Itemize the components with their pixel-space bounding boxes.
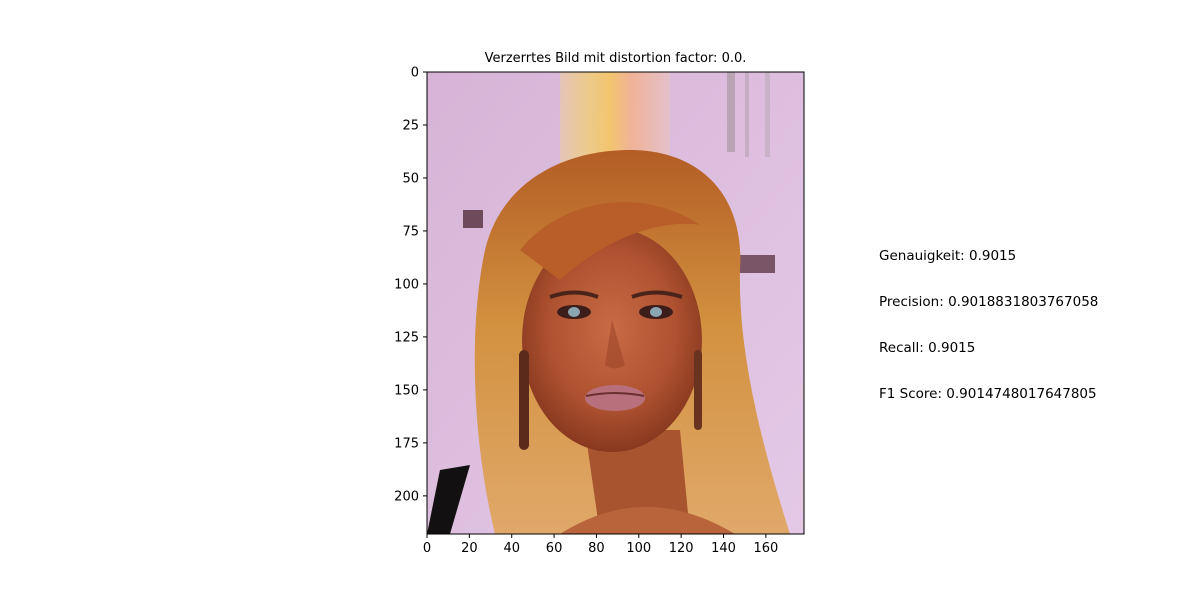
x-tick-label: 160 <box>753 541 778 556</box>
f1-score-text: F1 Score: 0.9014748017647805 <box>879 386 1097 402</box>
metrics-panel: Genauigkeit: 0.9015 Precision: 0.9018831… <box>879 248 1098 432</box>
x-tick-label: 80 <box>588 541 605 556</box>
y-tick-label: 0 <box>411 66 419 81</box>
x-tick-label: 20 <box>461 541 478 556</box>
y-tick-label: 100 <box>394 277 419 292</box>
precision-text: Precision: 0.9018831803767058 <box>879 294 1099 310</box>
y-tick-label: 25 <box>402 118 419 133</box>
x-tick-label: 140 <box>711 541 736 556</box>
x-tick-label: 120 <box>669 541 694 556</box>
x-tick-label: 0 <box>423 541 431 556</box>
y-tick-label: 150 <box>394 383 419 398</box>
x-axis: 0 20 40 60 80 100 120 140 160 <box>423 534 778 556</box>
photo-image <box>427 72 804 534</box>
accuracy-text: Genauigkeit: 0.9015 <box>879 248 1017 264</box>
x-tick-label: 40 <box>503 541 520 556</box>
y-tick-label: 200 <box>394 489 419 504</box>
chart-title: Verzerrtes Bild mit distortion factor: 0… <box>484 51 747 66</box>
x-tick-label: 100 <box>626 541 651 556</box>
recall-text: Recall: 0.9015 <box>879 340 976 356</box>
x-tick-label: 60 <box>546 541 563 556</box>
y-tick-label: 50 <box>402 171 419 186</box>
y-tick-label: 175 <box>394 436 419 451</box>
y-axis: 0 25 50 75 100 125 150 175 200 <box>394 66 427 504</box>
y-tick-label: 75 <box>402 224 419 239</box>
y-tick-label: 125 <box>394 330 419 345</box>
